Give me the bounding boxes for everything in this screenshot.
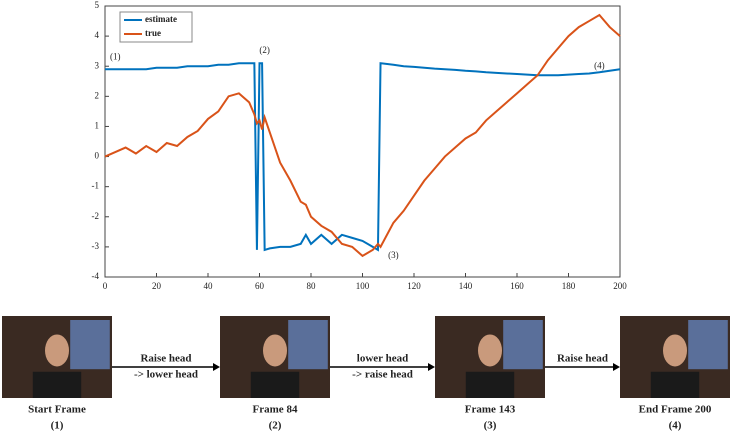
annotation: (4) [594,60,605,70]
frame-face [45,334,69,367]
legend: estimate true [119,11,193,43]
x-tick-label: 60 [255,281,265,291]
frame-index: (2) [269,420,282,432]
frame-body [250,371,300,398]
frame-index: (1) [51,420,64,432]
frame-body [465,371,515,398]
y-tick-label: 4 [95,30,100,40]
x-tick-label: 0 [103,281,108,291]
x-tick-label: 180 [562,281,576,291]
frame [435,316,545,398]
x-tick-label: 140 [459,281,473,291]
arrow-head [613,363,620,371]
frame [2,316,112,398]
y-tick-label: 1 [95,121,100,131]
transition-label: -> lower head [134,369,198,381]
frame-index: (3) [484,420,497,432]
x-tick-label: 120 [407,281,421,291]
y-tick-label: 2 [95,90,100,100]
y-tick-label: -2 [92,211,100,221]
y-tick-label: 0 [95,151,100,161]
y-tick-label: -4 [92,271,100,281]
frame-face [663,334,687,367]
frame-face [478,334,502,367]
frame-shelf [288,320,328,370]
arrow-head [213,363,220,371]
arrow-head [428,363,435,371]
legend-label: true [145,28,161,38]
frame-body [32,371,82,398]
frame [620,316,730,398]
annotation: (1) [110,51,121,61]
transition-label: Raise head [557,353,608,365]
series-line [104,13,621,258]
x-tick-label: 40 [204,281,214,291]
frame-shelf [688,320,728,370]
transition-label: -> raise head [352,369,413,381]
transition-label: lower head [357,353,408,365]
x-tick-label: 200 [613,281,627,291]
frame-index: (4) [669,420,682,432]
y-tick-label: 5 [95,0,100,10]
frame-body [650,371,700,398]
annotation: (3) [388,250,399,260]
frame-label: Start Frame [28,404,86,416]
legend-box [119,11,193,43]
y-tick-label: 3 [95,60,100,70]
series-line [105,62,621,252]
legend-label: estimate [145,14,177,24]
transition-label: Raise head [140,353,191,365]
x-tick-label: 160 [510,281,524,291]
annotation: (2) [259,45,270,55]
frame-face [263,334,287,367]
x-tick-label: 100 [356,281,370,291]
frame-shelf [503,320,543,370]
frame-label: Frame 84 [253,404,298,416]
frame-shelf [70,320,110,370]
y-tick-label: -1 [92,181,100,191]
x-tick-label: 80 [307,281,317,291]
frame-label: End Frame 200 [639,404,712,416]
frame-label: Frame 143 [465,404,516,416]
y-tick-label: -3 [92,241,100,251]
x-tick-label: 20 [152,281,162,291]
frame [220,316,330,398]
